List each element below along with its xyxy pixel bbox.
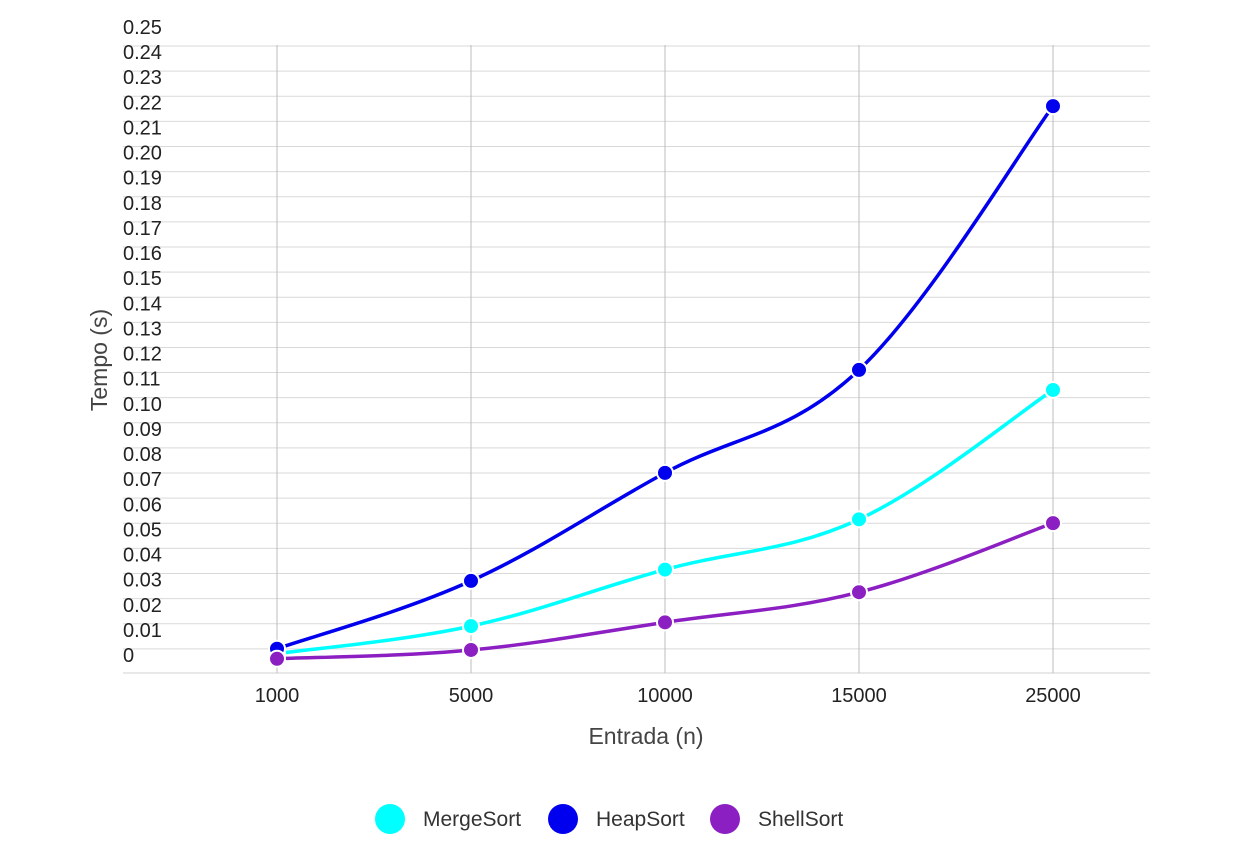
y-tick-label: 0.09: [123, 419, 162, 441]
data-point-shellsort: [1044, 514, 1062, 533]
y-tick-label: 0.21: [123, 117, 162, 139]
y-tick-label: 0.11: [123, 369, 160, 391]
y-tick-label: 0.17: [123, 218, 162, 240]
x-tick-label: 15000: [831, 685, 887, 707]
legend-label-heapsort: HeapSort: [596, 808, 685, 831]
legend-marker-mergesort: [375, 804, 405, 834]
x-tick-label: 1000: [255, 685, 300, 707]
data-point-mergesort: [1044, 380, 1062, 399]
y-axis-ticks: 0 0.01 0.02 0.03 0.04 0.05 0.06 0.07 0.08 0.09 0.1…: [123, 17, 162, 667]
data-point-shellsort: [656, 613, 674, 632]
y-tick-label: 0.05: [123, 519, 162, 541]
y-tick-label: 0.23: [123, 67, 162, 89]
y-tick-label: 0.02: [123, 595, 162, 617]
y-tick-label: 0.12: [123, 344, 162, 366]
y-tick-label: 0.07: [123, 469, 162, 491]
series-line-heapsort: [275, 104, 1055, 651]
x-tick-label: 25000: [1025, 685, 1081, 707]
grid: [123, 45, 1150, 674]
legend-label-mergesort: MergeSort: [423, 808, 521, 831]
data-point-mergesort: [850, 510, 868, 529]
y-tick-label: 0.19: [123, 168, 162, 190]
y-tick-label: 0.22: [123, 92, 162, 114]
y-tick-label: 0.03: [123, 570, 162, 592]
series-points: [268, 97, 1062, 668]
y-tick-label: 0.08: [123, 444, 162, 466]
data-point-shellsort: [850, 583, 868, 602]
x-tick-label: 5000: [449, 685, 494, 707]
y-axis-label: Tempo (s): [86, 309, 112, 411]
x-axis-ticks: 1000 5000 10000 15000 25000: [255, 685, 1081, 707]
data-point-heapsort: [656, 463, 674, 482]
data-point-heapsort: [462, 571, 480, 590]
data-point-mergesort: [462, 617, 480, 636]
legend: MergeSort HeapSort ShellSort: [375, 804, 843, 834]
legend-marker-heapsort: [548, 804, 578, 834]
y-tick-label: 0.04: [123, 545, 162, 567]
data-point-mergesort: [656, 560, 674, 579]
y-tick-label: 0.16: [123, 243, 162, 265]
legend-label-shellsort: ShellSort: [758, 808, 843, 831]
y-tick-label: 0.20: [123, 143, 162, 165]
y-tick-label: 0.18: [123, 193, 162, 215]
y-tick-label: 0.24: [123, 42, 162, 64]
y-tick-label: 0.25: [123, 17, 162, 39]
x-tick-label: 10000: [637, 685, 693, 707]
data-point-shellsort: [268, 649, 286, 668]
data-point-heapsort: [1044, 97, 1062, 116]
y-tick-label: 0.13: [123, 318, 162, 340]
y-tick-label: 0.10: [123, 394, 162, 416]
x-axis-label: Entrada (n): [588, 723, 703, 749]
y-tick-label: 0.01: [123, 620, 162, 642]
y-tick-label: 0.14: [123, 293, 162, 315]
y-tick-label: 0: [123, 645, 134, 667]
legend-marker-shellsort: [710, 804, 740, 834]
data-point-heapsort: [850, 360, 868, 379]
y-tick-label: 0.06: [123, 494, 162, 516]
data-point-shellsort: [462, 640, 480, 659]
y-tick-label: 0.15: [123, 268, 162, 290]
